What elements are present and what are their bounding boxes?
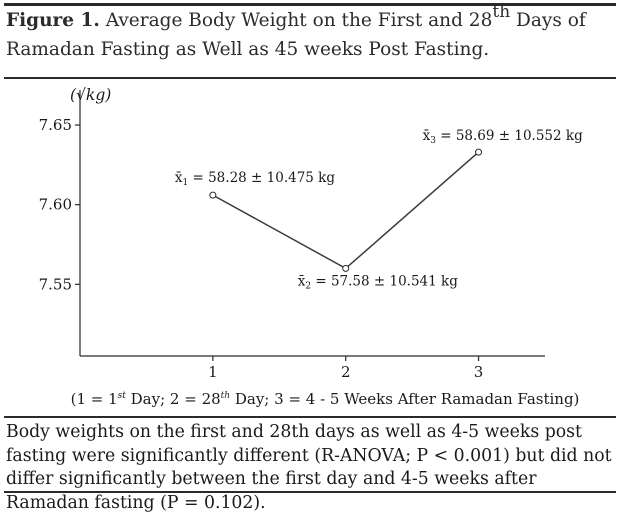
figure-footnote: Body weights on the first and 28th days … bbox=[6, 422, 612, 513]
note-rule bbox=[4, 416, 616, 418]
figure-title-part1: Average Body Weight on the First and 28 bbox=[105, 10, 493, 31]
line-chart: (√kg) 7.55 7.60 7.65 1 2 3 x̄1 = 58.28 ± 10.475… bbox=[39, 86, 583, 408]
top-rule bbox=[4, 3, 616, 6]
chart-marks bbox=[209, 148, 483, 272]
chart-axes bbox=[75, 90, 545, 361]
figure-title-superscript: th bbox=[492, 2, 511, 22]
y-tick-label: 7.60 bbox=[39, 196, 72, 214]
bottom-rule bbox=[4, 491, 616, 493]
chart-labels: (√kg) 7.55 7.60 7.65 1 2 3 x̄1 = 58.28 ± 10.475… bbox=[39, 86, 583, 408]
x-tick-label: 2 bbox=[341, 363, 351, 381]
y-tick-label: 7.55 bbox=[39, 275, 72, 293]
y-axis-label: (√kg) bbox=[70, 86, 111, 104]
y-tick-label: 7.65 bbox=[39, 116, 72, 134]
figure-caption: Figure 1. Average Body Weight on the Fir… bbox=[6, 4, 612, 64]
mean-annotation: x̄2 = 57.58 ± 10.541 kg bbox=[298, 273, 459, 291]
data-point bbox=[209, 191, 217, 199]
x-axis-legend-note: (1 = 1st Day; 2 = 28th Day; 3 = 4 - 5 We… bbox=[71, 390, 580, 408]
mean-annotation: x̄1 = 58.28 ± 10.475 kg bbox=[175, 170, 336, 188]
x-tick-label: 3 bbox=[474, 363, 484, 381]
data-point bbox=[475, 148, 483, 156]
mean-annotation: x̄3 = 58.69 ± 10.552 kg bbox=[423, 128, 584, 146]
figure-title-part2: Days of Ramadan Fasting as Well as 45 we… bbox=[6, 10, 586, 60]
caption-rule bbox=[4, 77, 616, 79]
data-point bbox=[342, 264, 350, 272]
x-tick-label: 1 bbox=[208, 363, 218, 381]
figure-label: Figure 1. bbox=[6, 10, 100, 31]
